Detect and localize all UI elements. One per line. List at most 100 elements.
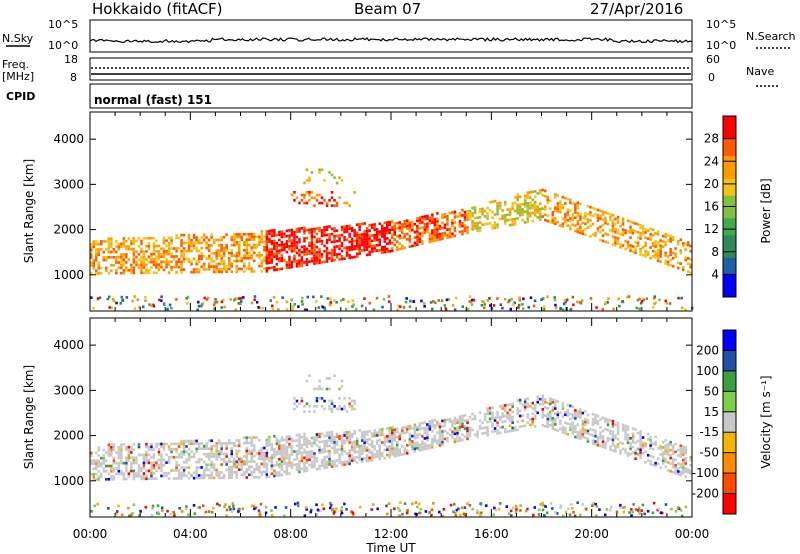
echo-cell <box>473 433 477 437</box>
echo-cell <box>162 252 166 256</box>
echo-cell <box>175 466 178 470</box>
echo-cell <box>458 423 462 426</box>
echo-cell <box>202 265 206 269</box>
echo-cell <box>195 260 198 263</box>
echo-cell <box>220 262 223 266</box>
echo-cell <box>329 506 332 510</box>
echo-cell <box>559 224 562 227</box>
echo-cell <box>270 255 274 259</box>
echo-cell <box>102 459 106 463</box>
echo-cell <box>416 240 419 244</box>
echo-cell <box>205 241 208 245</box>
echo-cell <box>187 439 191 443</box>
echo-cell <box>142 260 146 264</box>
echo-cell <box>278 257 281 260</box>
echo-cell <box>263 457 266 461</box>
echo-cell <box>508 429 512 433</box>
echo-cell <box>300 467 304 471</box>
echo-cell <box>95 242 98 246</box>
echo-cell <box>268 261 271 265</box>
echo-cell <box>348 405 351 408</box>
echo-cell <box>290 249 294 253</box>
echo-cell <box>182 471 186 475</box>
echo-cell <box>278 444 281 448</box>
echo-cell <box>503 420 507 423</box>
echo-cell <box>403 233 407 236</box>
echo-cell <box>378 447 382 450</box>
echo-cell <box>335 229 339 232</box>
echo-cell <box>323 179 326 182</box>
power-colorbar-tick-label: 4 <box>711 267 719 281</box>
echo-cell <box>501 306 504 310</box>
echo-cell <box>150 442 153 446</box>
echo-cell <box>428 237 432 241</box>
nsky-tick-top: 10^5 <box>48 18 78 31</box>
echo-cell <box>488 406 492 410</box>
echo-cell <box>533 506 537 509</box>
echo-cell <box>486 222 489 226</box>
echo-cell <box>468 504 472 507</box>
echo-cell <box>338 196 341 200</box>
echo-cell <box>526 196 530 200</box>
echo-cell <box>222 246 226 250</box>
echo-cell <box>238 249 241 252</box>
echo-cell <box>295 243 299 247</box>
echo-cell <box>350 240 354 243</box>
echo-cell <box>328 238 331 242</box>
echo-cell <box>458 214 462 218</box>
echo-cell <box>677 448 680 452</box>
echo-cell <box>627 295 631 298</box>
echo-cell <box>165 257 168 261</box>
echo-cell <box>250 473 254 477</box>
echo-cell <box>175 271 178 274</box>
echo-cell <box>468 434 472 438</box>
echo-cell <box>426 423 429 426</box>
echo-cell <box>621 233 625 237</box>
echo-cell <box>413 431 417 435</box>
echo-cell <box>626 441 630 445</box>
echo-cell <box>320 201 324 205</box>
echo-cell <box>611 227 615 230</box>
echo-cell <box>629 244 632 247</box>
echo-cell <box>559 203 562 206</box>
echo-cell <box>606 423 610 427</box>
echo-cell <box>280 243 284 247</box>
echo-cell <box>539 189 542 192</box>
echo-cell <box>295 227 299 231</box>
echo-cell <box>526 217 530 221</box>
echo-cell <box>468 300 472 303</box>
echo-cell <box>207 246 211 250</box>
echo-cell <box>258 468 261 471</box>
echo-cell <box>365 243 369 246</box>
echo-cell <box>523 408 527 412</box>
echo-cell <box>391 220 394 223</box>
echo-cell <box>365 446 369 449</box>
echo-cell <box>413 444 417 448</box>
echo-cell <box>624 424 627 428</box>
echo-cell <box>112 459 116 462</box>
echo-cell <box>501 425 504 429</box>
echo-cell <box>639 430 642 433</box>
echo-cell <box>659 453 662 456</box>
echo-cell <box>529 212 532 215</box>
echo-cell <box>411 223 414 227</box>
echo-cell <box>453 503 456 506</box>
echo-cell <box>268 256 271 259</box>
echo-cell <box>451 221 454 225</box>
echo-cell <box>268 443 271 447</box>
echo-cell <box>215 265 218 268</box>
echo-cell <box>222 298 225 302</box>
echo-cell <box>212 476 216 480</box>
echo-cell <box>468 429 472 432</box>
echo-cell <box>564 410 567 414</box>
echo-cell <box>230 243 234 247</box>
echo-cell <box>641 444 645 447</box>
echo-cell <box>130 467 133 470</box>
echo-cell <box>574 430 577 433</box>
echo-cell <box>403 431 407 434</box>
echo-cell <box>340 463 344 467</box>
echo-cell <box>526 397 530 401</box>
echo-cell <box>609 437 612 441</box>
echo-cell <box>225 444 228 448</box>
echo-cell <box>649 256 652 260</box>
